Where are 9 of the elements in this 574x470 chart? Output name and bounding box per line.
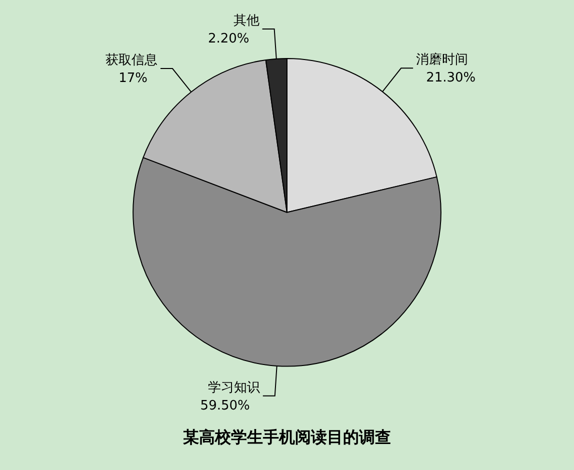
data-label: 17% [118,70,148,86]
text: 某高校学生手机阅读目的调查 [182,428,391,447]
data-label: 59.50% [200,398,250,414]
data-label: 2.20% [208,31,250,46]
slice-label: 消磨时间 [416,52,468,68]
slice-label: 学习知识 [208,380,260,396]
slice-label: 获取信息 [105,52,158,68]
slice-label: 其他 [233,13,260,28]
data-label: 21.30% [426,70,476,86]
